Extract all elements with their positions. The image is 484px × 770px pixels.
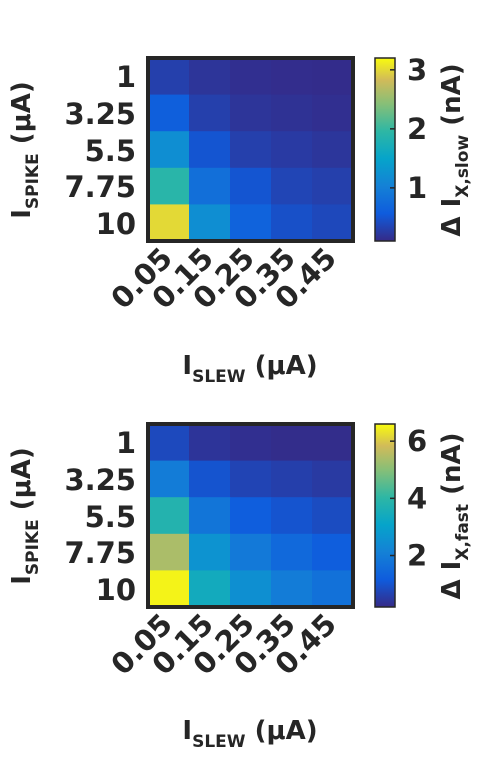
heatmap-cell <box>312 58 354 96</box>
heatmap-cells-1 <box>148 58 354 242</box>
heatmap-cell <box>230 131 272 169</box>
heatmap-cell <box>148 94 190 132</box>
colorbar-tick-label: 6 <box>407 424 427 458</box>
y-tick-labels-1: 1 3.25 5.5 7.75 10 <box>64 60 136 241</box>
colorbar-label-2: Δ IX,fast (nA) <box>437 433 473 600</box>
y-tick-label: 5.5 <box>85 134 136 168</box>
colorbar-tick-label: 4 <box>407 481 427 515</box>
x-axis-label-2: ISLEW (μA) <box>182 716 317 752</box>
heatmap-cell <box>230 570 272 608</box>
heatmap-cell <box>230 424 272 462</box>
heatmap-cell <box>148 58 190 96</box>
heatmap-cell <box>271 533 313 571</box>
colorbar-tick-label: 2 <box>407 539 427 573</box>
heatmap-cell <box>148 204 190 242</box>
y-tick-label: 3.25 <box>64 463 136 497</box>
heatmap-cell <box>271 497 313 535</box>
heatmap-cell <box>189 94 231 132</box>
heatmap-cell <box>230 94 272 132</box>
heatmap-cell <box>189 58 231 96</box>
heatmap-cell <box>148 424 190 462</box>
y-tick-label: 1 <box>116 60 136 94</box>
heatmap-cell <box>312 167 354 205</box>
x-tick-labels-2: 0.05 0.15 0.25 0.35 0.45 <box>104 607 343 682</box>
x-axis-label-1: ISLEW (μA) <box>182 351 317 387</box>
plot-frame-2 <box>146 422 355 609</box>
heatmap-cell <box>230 533 272 571</box>
heatmap-cell <box>312 424 354 462</box>
heatmap-cell <box>271 94 313 132</box>
y-axis-label-2: ISPIKE (μA) <box>7 447 43 585</box>
heatmap-cell <box>271 424 313 462</box>
y-tick-label: 7.75 <box>64 536 136 570</box>
heatmap-cell <box>189 533 231 571</box>
heatmap-cell <box>312 131 354 169</box>
heatmap-cell <box>230 460 272 498</box>
heatmap-cell <box>271 131 313 169</box>
heatmap-cell <box>230 497 272 535</box>
heatmap-cell <box>312 533 354 571</box>
heatmap-cell <box>271 167 313 205</box>
heatmap-cell <box>230 167 272 205</box>
x-tick-labels-1: 0.05 0.15 0.25 0.35 0.45 <box>104 241 343 316</box>
colorbar-1 <box>374 57 396 242</box>
heatmap-cell <box>189 424 231 462</box>
colorbar-tick-label: 3 <box>407 53 427 87</box>
colorbar-tick-label: 1 <box>407 171 427 205</box>
heatmap-cell <box>189 460 231 498</box>
heatmap-cell <box>271 58 313 96</box>
heatmap-cell <box>312 570 354 608</box>
colorbar-tick-label: 2 <box>407 112 427 146</box>
heatmap-cell <box>271 460 313 498</box>
colorbar-ticks-1 <box>390 69 395 189</box>
heatmap-cell <box>189 204 231 242</box>
colorbar-tick-labels-2: 2 4 6 <box>407 424 427 572</box>
heatmap-panel-2: 1 3.25 5.5 7.75 10 0.05 0.15 0.25 0.35 0… <box>7 422 473 752</box>
colorbar-2 <box>374 423 396 608</box>
heatmap-cell <box>148 460 190 498</box>
heatmap-cell <box>189 497 231 535</box>
heatmap-cell <box>312 460 354 498</box>
heatmap-cell <box>312 204 354 242</box>
y-tick-labels-2: 1 3.25 5.5 7.75 10 <box>64 426 136 607</box>
heatmap-cell <box>148 497 190 535</box>
y-tick-label: 3.25 <box>64 97 136 131</box>
heatmap-cell <box>189 167 231 205</box>
y-tick-label: 10 <box>96 573 136 607</box>
heatmap-cell <box>230 58 272 96</box>
heatmap-cell <box>271 204 313 242</box>
heatmap-cell <box>189 570 231 608</box>
heatmap-cell <box>312 497 354 535</box>
heatmap-cell <box>148 131 190 169</box>
colorbar-tick-labels-1: 1 2 3 <box>407 53 427 205</box>
y-axis-label-1: ISPIKE (μA) <box>7 81 43 219</box>
heatmap-cell <box>230 204 272 242</box>
y-tick-label: 10 <box>96 207 136 241</box>
colorbar-ticks-2 <box>390 440 395 557</box>
heatmap-cell <box>189 131 231 169</box>
heatmap-cell <box>312 94 354 132</box>
heatmap-cell <box>148 570 190 608</box>
heatmap-cells-2 <box>148 424 354 608</box>
heatmap-panel-1: 1 3.25 5.5 7.75 10 0.05 0.15 0.25 0.35 0… <box>7 53 473 387</box>
plot-frame-1 <box>146 56 355 243</box>
heatmap-cell <box>148 533 190 571</box>
heatmap-cell <box>271 570 313 608</box>
y-tick-label: 7.75 <box>64 170 136 204</box>
colorbar-label-1: Δ IX,slow (nA) <box>437 63 473 236</box>
heatmap-cell <box>148 167 190 205</box>
y-tick-label: 5.5 <box>85 500 136 534</box>
y-tick-label: 1 <box>116 426 136 460</box>
